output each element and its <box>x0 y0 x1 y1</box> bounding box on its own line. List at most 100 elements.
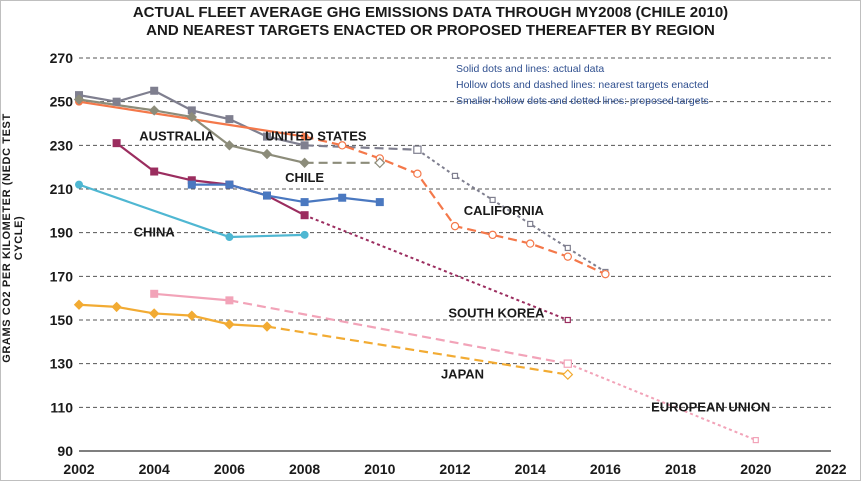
japan-actual-line <box>78 303 268 328</box>
legend-note-3: Smaller hollow dots and dotted lines: pr… <box>456 95 709 107</box>
australia-actual-line <box>78 98 305 164</box>
japan-target-2015 <box>562 369 574 381</box>
x-tick-2012: 2012 <box>439 461 470 477</box>
california-target-2012 <box>450 221 460 231</box>
european-union-point-2006 <box>225 296 234 305</box>
series-markers <box>73 86 759 444</box>
legend-note-2: Hollow dots and dashed lines: nearest ta… <box>456 79 709 91</box>
european-union-proposed-line <box>567 362 757 442</box>
x-tick-2002: 2002 <box>63 461 94 477</box>
california-target-2015 <box>563 252 573 261</box>
united-states-label: UNITED STATES <box>265 129 367 144</box>
european-union-point-2004 <box>150 289 159 298</box>
european-union-actual-line <box>154 292 230 302</box>
south-korea-point-2004 <box>150 167 159 176</box>
chile-point-2005 <box>187 180 196 189</box>
south-korea-point-2003 <box>112 139 121 148</box>
chile-point-2006 <box>225 180 234 189</box>
australia-point-2008 <box>299 157 310 168</box>
chart-title: ACTUAL FLEET AVERAGE GHG EMISSIONS DATA … <box>0 4 861 40</box>
california-target-2009 <box>338 141 347 150</box>
x-tick-2020: 2020 <box>740 461 771 477</box>
legend-notes: Solid dots and lines: actual data Hollow … <box>456 63 709 107</box>
australia-point-2005 <box>186 111 197 123</box>
y-tick-250: 250 <box>50 94 74 110</box>
united-states-proposed-2012 <box>451 172 459 179</box>
chile-label: CHILE <box>285 170 324 185</box>
y-tick-190: 190 <box>50 225 74 241</box>
california-enacted-line <box>304 135 606 276</box>
x-tick-2018: 2018 <box>665 461 696 477</box>
y-tick-230: 230 <box>50 137 74 153</box>
japan-point-2003 <box>111 301 122 313</box>
california-target-2011 <box>413 169 422 178</box>
chart-title-line-2: AND NEAREST TARGETS ENACTED OR PROPOSED … <box>146 22 715 39</box>
south-korea-proposed-line <box>304 214 569 321</box>
south-korea-label: SOUTH KOREA <box>448 305 545 320</box>
japan-point-2002 <box>73 299 85 310</box>
united-states-proposed-2013 <box>489 196 496 204</box>
y-tick-170: 170 <box>50 268 74 284</box>
x-tick-labels: 2002 2004 2006 2008 2010 2012 2014 2016 2018 2020… <box>63 461 846 477</box>
japan-point-2006 <box>224 319 235 330</box>
chile-point-2008 <box>300 198 309 207</box>
x-tick-2016: 2016 <box>590 461 621 477</box>
chile-point-2009 <box>338 193 347 202</box>
x-tick-2014: 2014 <box>515 461 546 477</box>
y-tick-110: 110 <box>50 399 73 415</box>
european-union-enacted-line <box>229 299 569 365</box>
china-label: CHINA <box>134 225 176 240</box>
china-point-2006 <box>225 233 234 242</box>
china-point-2002 <box>75 180 84 189</box>
european-union-target-2015 <box>563 359 573 368</box>
south-korea-proposed-2015 <box>564 316 571 324</box>
series-labels: UNITED STATES CALIFORNIA AUSTRALIA SOUTH KO… <box>134 129 771 415</box>
x-tick-2022: 2022 <box>815 461 846 477</box>
california-target-2013 <box>488 230 497 240</box>
y-tick-150: 150 <box>50 312 74 328</box>
united-states-enacted-line <box>304 144 418 151</box>
united-states-point-2003 <box>112 97 121 106</box>
california-label: CALIFORNIA <box>464 203 545 218</box>
australia-target-2010 <box>374 157 386 169</box>
chile-point-2010 <box>375 198 384 207</box>
y-tick-210: 210 <box>50 181 74 197</box>
united-states-point-2004 <box>150 86 159 95</box>
y-tick-270: 270 <box>50 50 74 66</box>
united-states-target-2011 <box>413 145 422 154</box>
chart-title-line-1: ACTUAL FLEET AVERAGE GHG EMISSIONS DATA … <box>132 4 729 21</box>
japan-point-2004 <box>149 308 160 319</box>
china-point-2008 <box>300 230 309 239</box>
chile-actual-line <box>191 183 380 204</box>
japan-point-2007 <box>261 321 273 332</box>
united-states-point-2006 <box>225 115 234 124</box>
y-tick-130: 130 <box>50 356 74 372</box>
x-tick-2008: 2008 <box>289 461 320 477</box>
japan-label: JAPAN <box>441 367 484 382</box>
united-states-point-2008 <box>300 141 309 150</box>
australia-point-2002 <box>73 94 85 105</box>
gridlines <box>79 57 831 408</box>
x-tick-2004: 2004 <box>139 461 170 477</box>
european-union-proposed-2020 <box>752 436 759 444</box>
y-tick-labels: 90 110 130 150 170 190 210 230 250 270 <box>50 50 74 459</box>
united-states-point-2007 <box>262 132 271 141</box>
x-tick-2010: 2010 <box>364 461 395 477</box>
australia-point-2004 <box>149 105 160 116</box>
y-tick-90: 90 <box>57 443 73 459</box>
chile-point-2007 <box>262 191 271 200</box>
australia-point-2007 <box>261 148 273 160</box>
australia-label: AUSTRALIA <box>139 129 215 144</box>
european-union-label: EUROPEAN UNION <box>651 399 770 414</box>
australia-point-2006 <box>224 140 235 151</box>
south-korea-actual-line <box>115 142 306 217</box>
japan-point-2005 <box>186 310 197 321</box>
california-target-2016 <box>601 269 610 279</box>
united-states-proposed-line <box>416 148 606 273</box>
united-states-proposed-2014 <box>527 220 534 228</box>
united-states-proposed-2015 <box>564 244 571 252</box>
california-target-2014 <box>526 239 535 248</box>
legend-note-1: Solid dots and lines: actual data <box>456 63 604 75</box>
